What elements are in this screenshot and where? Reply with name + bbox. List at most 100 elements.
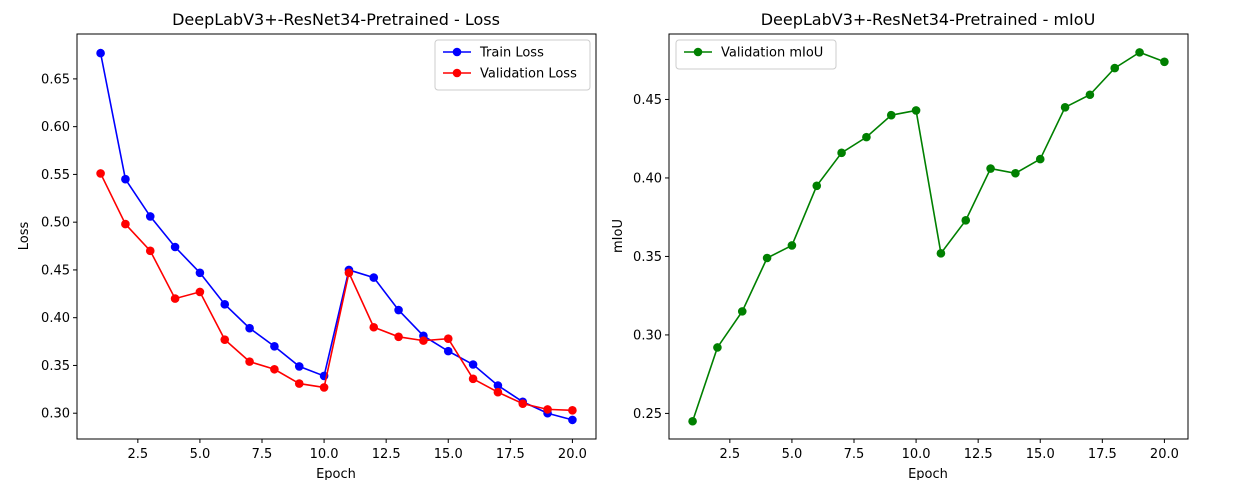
loss-data-point: [468, 374, 478, 384]
miou-data-point: [1060, 103, 1070, 112]
loss-axes-frame: [76, 33, 597, 440]
miou-data-point: [1085, 90, 1095, 100]
loss-data-point: [145, 246, 155, 256]
loss-y-tick-label: 0.30: [41, 407, 70, 422]
loss-x-ticks: 2.5 5.0 7.5 10.0 12.5 15.0 17.5 20.0: [127, 439, 587, 462]
loss-x-tick-label: 5.0: [190, 447, 211, 462]
loss-data-point: [443, 334, 453, 344]
miou-data-point: [1011, 168, 1020, 178]
miou-y-axis-label: mIoU: [611, 219, 626, 253]
loss-y-tick-label: 0.60: [41, 120, 70, 135]
miou-data-point: [1160, 57, 1169, 67]
miou-data-point: [961, 216, 971, 225]
loss-legend-box: [434, 39, 591, 91]
loss-legend-swatch-marker: [452, 68, 462, 78]
miou-x-ticks: 2.5 5.0 7.5 10.0 12.5 15.0 17.5 20.0: [719, 439, 1179, 462]
loss-y-tick-label: 0.65: [41, 72, 70, 87]
loss-y-tick-label: 0.40: [41, 311, 70, 326]
miou-x-tick-label: 2.5: [719, 447, 740, 462]
loss-data-point: [245, 323, 254, 333]
miou-x-tick-label: 20.0: [1150, 447, 1179, 462]
loss-data-point: [121, 174, 130, 184]
miou-x-tick-label: 10.0: [902, 447, 931, 462]
miou-data-point: [713, 343, 722, 352]
loss-x-tick-label: 15.0: [434, 447, 463, 462]
miou-legend-label: Validation mIoU: [721, 46, 823, 61]
miou-x-tick-label: 5.0: [782, 447, 803, 462]
loss-plot-area: [77, 34, 596, 439]
loss-data-point: [319, 383, 329, 392]
loss-y-tick-label: 0.55: [41, 168, 70, 183]
miou-data-point: [837, 148, 846, 158]
loss-data-point: [344, 268, 354, 278]
loss-data-point: [270, 364, 279, 374]
loss-chart: DeepLabV3+-ResNet34-Pretrained - Loss 2.…: [17, 10, 597, 480]
miou-series-line-0: [691, 51, 1165, 422]
miou-x-tick-label: 7.5: [844, 447, 865, 462]
loss-data-point: [518, 399, 528, 408]
loss-y-tick-label: 0.35: [41, 359, 70, 374]
miou-x-tick-label: 17.5: [1088, 447, 1117, 462]
loss-data-point: [96, 48, 105, 58]
miou-data-point: [737, 307, 747, 316]
loss-data-point: [145, 212, 155, 221]
loss-data-point: [493, 387, 503, 397]
loss-data-point: [369, 273, 379, 282]
loss-series: [96, 48, 577, 425]
miou-legend-swatch-marker: [693, 47, 703, 57]
loss-data-point: [245, 357, 254, 366]
miou-data-point: [812, 181, 822, 191]
loss-data-point: [121, 219, 130, 229]
loss-data-point: [294, 379, 304, 388]
loss-x-tick-label: 7.5: [252, 447, 273, 462]
loss-data-point: [568, 415, 577, 425]
miou-data-point: [1035, 154, 1045, 164]
loss-y-ticks: 0.30 0.35 0.40 0.45 0.50 0.55 0.60 0.65: [41, 72, 77, 422]
miou-plot-area: [669, 34, 1188, 439]
miou-data-point: [1110, 63, 1120, 73]
loss-y-tick-label: 0.50: [41, 216, 70, 231]
miou-data-point: [886, 110, 896, 120]
loss-data-point: [543, 405, 552, 414]
loss-data-point: [220, 335, 230, 344]
miou-data-point: [862, 132, 871, 142]
loss-x-tick-label: 12.5: [372, 447, 401, 462]
miou-data-point: [986, 164, 995, 173]
loss-data-point: [170, 294, 180, 303]
miou-y-tick-label: 0.40: [633, 171, 662, 186]
miou-chart: DeepLabV3+-ResNet34-Pretrained - mIoU 2.…: [611, 10, 1189, 480]
loss-data-point: [468, 360, 478, 369]
miou-chart-title: DeepLabV3+-ResNet34-Pretrained - mIoU: [761, 10, 1096, 29]
miou-data-point: [936, 248, 946, 258]
loss-legend-label: Validation Loss: [480, 67, 577, 82]
loss-x-tick-label: 2.5: [127, 447, 148, 462]
loss-data-point: [443, 346, 453, 356]
loss-data-point: [568, 406, 577, 415]
loss-y-axis-label: Loss: [17, 222, 32, 251]
loss-data-point: [394, 305, 403, 315]
loss-x-tick-label: 17.5: [496, 447, 525, 462]
loss-series-line-0: [99, 52, 573, 421]
miou-axes-frame: [668, 33, 1189, 440]
miou-series: [688, 48, 1169, 426]
loss-x-tick-label: 10.0: [310, 447, 339, 462]
miou-legend-box: [675, 39, 837, 70]
loss-y-tick-label: 0.45: [41, 263, 70, 278]
miou-data-point: [911, 106, 921, 115]
miou-y-tick-label: 0.25: [633, 407, 662, 422]
loss-data-point: [270, 342, 279, 351]
loss-data-point: [419, 336, 428, 345]
loss-legend-swatch-marker: [452, 47, 462, 57]
loss-legend-label: Train Loss: [479, 46, 544, 61]
loss-data-point: [294, 362, 304, 371]
miou-data-point: [787, 241, 797, 250]
loss-data-point: [195, 268, 205, 278]
loss-data-point: [170, 242, 180, 252]
miou-x-tick-label: 12.5: [964, 447, 993, 462]
miou-y-tick-label: 0.30: [633, 328, 662, 343]
loss-x-axis-label: Epoch: [316, 467, 356, 480]
loss-legend: Train Loss Validation Loss: [434, 39, 591, 91]
miou-data-point: [762, 253, 772, 263]
loss-x-tick-label: 20.0: [558, 447, 587, 462]
loss-data-point: [369, 322, 379, 332]
